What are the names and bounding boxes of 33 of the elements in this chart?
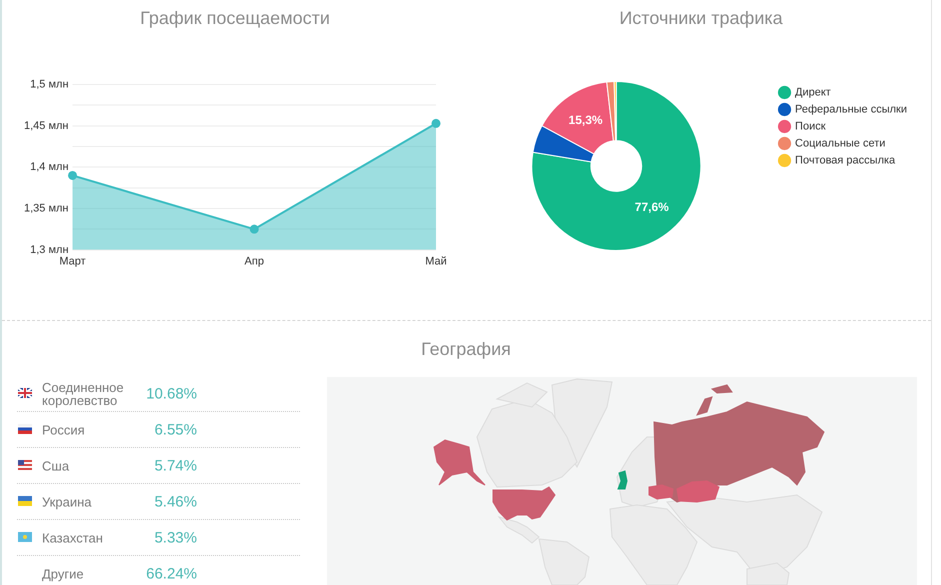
- data-label: 5.33%: [154, 529, 197, 546]
- y-tick-label: 1,3 млн: [30, 244, 69, 256]
- x-tick-label: Март: [59, 255, 86, 268]
- legend-label: Директ: [795, 86, 831, 99]
- legend-label: Социальные сети: [795, 138, 886, 150]
- y-tick-label: 1,45 млн: [24, 120, 69, 132]
- point: [432, 118, 440, 128]
- y-tick-label: 1,5 млн: [30, 78, 69, 91]
- x-tick-label: Апр: [244, 255, 264, 268]
- data-label: 5.46%: [154, 493, 197, 510]
- category-label: Соединенное королевство: [42, 380, 125, 408]
- x-tick-label: Май: [425, 255, 447, 268]
- legend-label: Реферальные ссылки: [795, 104, 908, 116]
- data-label: 6.55%: [154, 421, 197, 438]
- point: [68, 170, 78, 180]
- category-label: Другие: [42, 566, 85, 581]
- category-label: Казахстан: [42, 530, 104, 545]
- legend-label: Поиск: [795, 120, 826, 133]
- data-label: 15,3%: [568, 112, 603, 127]
- data-label: 66.24%: [146, 565, 197, 582]
- category-label: Россия: [42, 422, 86, 437]
- category-label: Украина: [42, 494, 92, 509]
- chart-title: Источники трафика: [618, 8, 784, 29]
- data-label: 77,6%: [634, 200, 670, 214]
- y-tick-label: 1,35 млн: [24, 202, 69, 215]
- y-tick-label: 1,4 млн: [30, 161, 69, 174]
- chart-title: График посещаемости: [139, 8, 331, 29]
- legend-label: Почтовая рассылка: [795, 154, 896, 167]
- category-label: Сша: [42, 458, 70, 473]
- text: География: [420, 339, 512, 360]
- point: [250, 224, 259, 234]
- data-label: 10.68%: [146, 385, 197, 402]
- data-label: 5.74%: [154, 457, 197, 474]
